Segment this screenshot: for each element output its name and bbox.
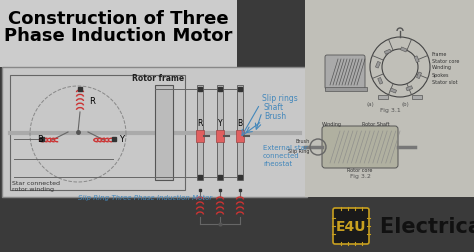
Bar xyxy=(10,76,185,190)
Text: Winding: Winding xyxy=(432,65,452,70)
Bar xyxy=(384,50,391,55)
Bar xyxy=(236,131,244,142)
Text: Electrical 4 U: Electrical 4 U xyxy=(380,216,474,236)
Bar xyxy=(155,86,173,180)
Text: Stator slot: Stator slot xyxy=(432,79,457,84)
Bar xyxy=(390,89,397,94)
Text: Rotor frame: Rotor frame xyxy=(132,74,184,83)
Text: Star connected
rotor winding: Star connected rotor winding xyxy=(12,180,60,192)
Text: Brush: Brush xyxy=(264,112,286,120)
Text: (b): (b) xyxy=(401,102,409,107)
Bar xyxy=(197,86,203,180)
Text: Construction of Three: Construction of Three xyxy=(8,10,228,28)
Text: Phase Induction Motor: Phase Induction Motor xyxy=(4,27,232,45)
Bar xyxy=(196,131,204,142)
Text: Fig 3.1: Fig 3.1 xyxy=(380,108,401,113)
Text: Fig 3.2: Fig 3.2 xyxy=(349,173,371,178)
Bar xyxy=(237,86,243,180)
Text: B: B xyxy=(237,118,243,128)
Text: Winding: Winding xyxy=(322,121,342,127)
Text: Rotor core: Rotor core xyxy=(347,167,373,172)
Bar xyxy=(412,96,422,100)
Text: B: B xyxy=(37,135,43,144)
Text: (a): (a) xyxy=(366,102,374,107)
Text: Y: Y xyxy=(218,118,222,128)
Bar xyxy=(378,96,388,100)
Bar xyxy=(414,57,419,63)
Text: Rotor Shaft: Rotor Shaft xyxy=(363,121,390,127)
Text: Frame: Frame xyxy=(432,51,447,56)
Bar xyxy=(305,0,474,197)
Bar xyxy=(401,48,407,53)
Text: Slip Ring: Slip Ring xyxy=(289,148,310,153)
Text: Y: Y xyxy=(119,135,124,144)
Bar xyxy=(325,88,367,92)
Bar xyxy=(375,62,381,69)
Bar xyxy=(406,86,413,91)
Text: Stator core: Stator core xyxy=(432,58,459,63)
Text: Slip rings: Slip rings xyxy=(262,94,298,103)
Bar xyxy=(417,73,421,79)
Bar xyxy=(378,78,383,85)
Bar xyxy=(216,131,224,142)
FancyBboxPatch shape xyxy=(325,56,365,90)
Text: Slip Ring Three Phase Induction Motor: Slip Ring Three Phase Induction Motor xyxy=(78,194,212,200)
Text: R: R xyxy=(197,118,203,128)
Bar xyxy=(2,68,307,197)
Text: R: R xyxy=(89,96,95,105)
Text: E4U: E4U xyxy=(336,219,366,233)
Text: External star
connected
rheostat: External star connected rheostat xyxy=(263,144,308,166)
Bar xyxy=(217,86,223,180)
Bar xyxy=(0,0,237,68)
FancyBboxPatch shape xyxy=(322,127,398,168)
Text: Spokes: Spokes xyxy=(432,72,449,77)
FancyBboxPatch shape xyxy=(333,208,369,244)
Text: Shaft: Shaft xyxy=(264,103,284,112)
Text: Brush: Brush xyxy=(296,138,310,143)
